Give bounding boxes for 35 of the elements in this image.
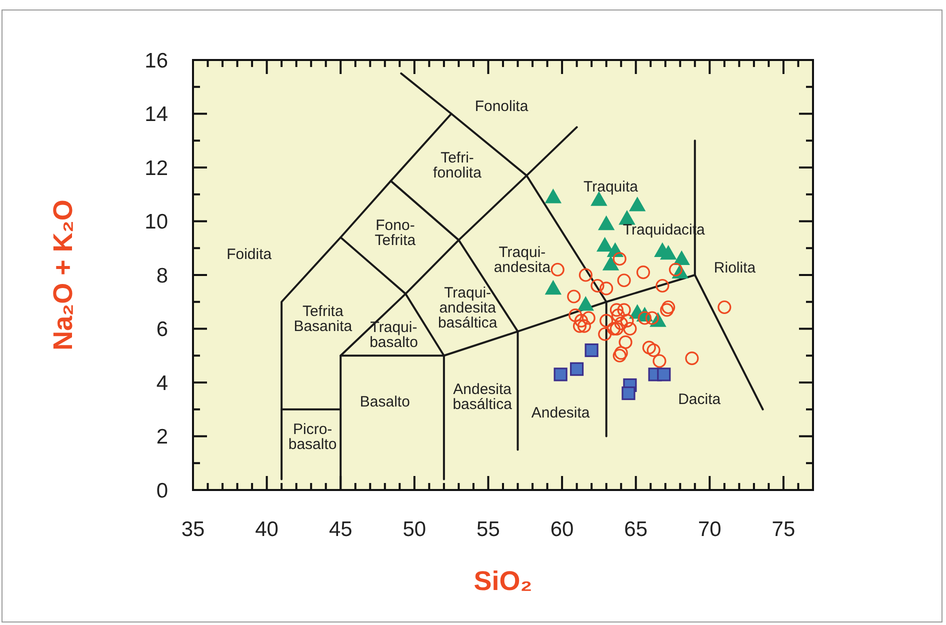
annotation: Dacita [678, 391, 722, 408]
y-tick-label: 4 [156, 372, 168, 395]
x-tick-label: 55 [476, 518, 500, 541]
y-axis-title: Na₂O + K₂O [48, 200, 78, 350]
x-axis-title: SiO₂ [474, 566, 532, 596]
y-tick-label: 6 [156, 318, 168, 342]
annotation: Andesita [531, 404, 590, 422]
y-tick-label: 0 [156, 479, 168, 502]
y-tick-label: 16 [144, 49, 168, 72]
annotation: Fono- Tefrita [374, 216, 416, 249]
x-tick-label: 35 [181, 518, 205, 541]
x-tick-label: 70 [698, 518, 722, 541]
x-tick-label: 45 [328, 518, 352, 541]
annotation: Basalto [360, 394, 410, 411]
x-tick-label: 75 [772, 518, 796, 541]
y-tick-label: 2 [156, 426, 168, 449]
y-tick-label: 14 [144, 103, 168, 126]
annotation: Riolita [714, 259, 756, 276]
x-tick-label: 40 [255, 518, 278, 541]
annotation: Andesita basáltica [452, 380, 513, 413]
annotation: Traqui- andesita basáltica [438, 284, 498, 332]
x-tick-label: 65 [624, 518, 648, 541]
annotation: Traqui- basalto [370, 319, 418, 351]
annotation: Tefrita Basanita [294, 302, 353, 335]
y-tick-label: 10 [144, 210, 168, 234]
annotation: Foidita [226, 246, 272, 263]
x-tick-label: 50 [402, 518, 426, 541]
y-tick-label: 12 [144, 156, 168, 180]
annotation: Tefri- fonolita [433, 150, 482, 182]
annotation: Traquita [584, 178, 639, 196]
annotation: Traqui- andesita [494, 244, 552, 276]
y-tick-label: 8 [156, 264, 168, 288]
annotation: Picro- basalto [288, 421, 337, 454]
annotation: Fonolita [474, 98, 529, 116]
x-tick-label: 60 [550, 518, 574, 541]
